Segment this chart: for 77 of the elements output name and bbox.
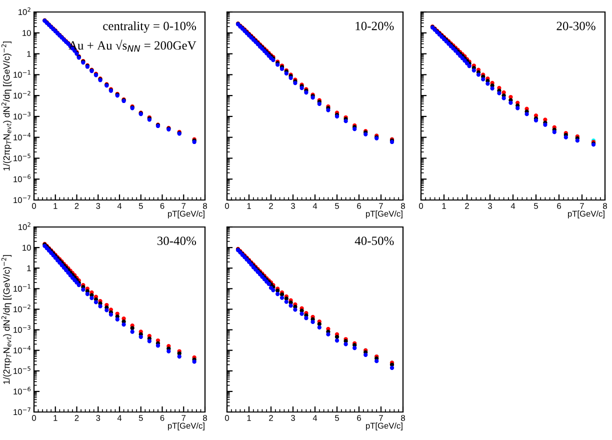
x-axis-title: pT[GeV/c]	[168, 422, 204, 430]
y-tick-label: 10$^{−3}$	[14, 325, 30, 333]
text: 1/(2πp$_{T}$N$_{evt}$) dN$^{2}$/dη [(GeV/c)$^{−2}$]	[1, 255, 12, 384]
x-tick-label: 8	[401, 415, 405, 421]
x-tick-label: 3	[488, 203, 492, 209]
x-tick-label: 6	[160, 415, 164, 421]
y-tick-label: 10$^{2}$	[18, 222, 30, 230]
x-axis-title: pT[GeV/c]	[366, 422, 402, 430]
x-tick-label: 0	[419, 203, 423, 209]
x-tick-label: 4	[117, 203, 122, 209]
annotation: 30-40%	[157, 236, 196, 246]
y-tick-label: 10$^{−4}$	[14, 132, 31, 140]
y-tick-label: 10$^{−2}$	[14, 304, 30, 312]
y-tick-label: 10	[22, 30, 31, 36]
y-tick-label: 10$^{−7}$	[14, 408, 30, 416]
x-tick-label: 4	[117, 415, 122, 421]
x-tick-label: 2	[74, 203, 79, 209]
x-tick-label: 0	[32, 415, 36, 421]
x-tick-label: 7	[379, 415, 383, 421]
x-tick-label: 5	[335, 415, 339, 421]
x-tick-label: 2	[465, 203, 469, 209]
x-tick-label: 8	[603, 203, 607, 209]
x-tick-label: 4	[312, 415, 318, 421]
x-tick-label: 6	[357, 415, 361, 421]
y-tick-label: 10$^{−1}$	[14, 70, 30, 78]
x-tick-label: 6	[357, 203, 361, 209]
y-tick-label: 10$^{−5}$	[14, 366, 30, 374]
x-tick-label: 0	[225, 415, 229, 421]
y-tick-label: 10$^{−1}$	[14, 284, 30, 292]
x-tick-label: 8	[203, 203, 207, 209]
x-tick-label: 8	[401, 203, 405, 209]
x-tick-label: 6	[160, 203, 164, 209]
x-tick-label: 1	[54, 415, 58, 421]
x-tick-label: 1	[247, 415, 251, 421]
y-tick-label: 10$^{−2}$	[14, 90, 30, 99]
annotation: 10-20%	[356, 22, 394, 30]
x-tick-label: 5	[335, 203, 339, 209]
x-tick-label: 3	[96, 415, 100, 421]
x-tick-label: 2	[269, 415, 273, 421]
x-axis-title: pT[GeV/c]	[168, 210, 204, 218]
x-tick-label: 3	[291, 203, 295, 209]
x-tick-label: 0	[32, 203, 36, 209]
x-tick-label: 5	[534, 203, 538, 209]
annotation: 20-30%	[556, 22, 596, 30]
x-tick-label: 5	[138, 203, 143, 209]
x-tick-label: 7	[182, 415, 186, 421]
x-tick-label: 7	[182, 203, 186, 209]
x-tick-label: 2	[74, 415, 79, 421]
y-tick-label: 10	[22, 244, 31, 251]
x-axis-title: pT[GeV/c]	[568, 210, 604, 218]
annotation: centrality = 0-10%	[103, 21, 196, 33]
y-tick-label: 10$^{−4}$	[14, 346, 31, 354]
x-tick-label: 2	[269, 203, 273, 209]
x-tick-label: 1	[54, 203, 58, 209]
x-tick-label: 0	[225, 203, 229, 209]
x-tick-label: 7	[580, 203, 584, 209]
y-tick-label: 10$^{−6}$	[14, 386, 31, 394]
annotation: 40-50%	[354, 236, 394, 246]
y-tick-label: 1	[27, 265, 31, 272]
y-tick-label: 10$^{−3}$	[14, 112, 30, 120]
text: 1/(2πp$_{T}$N$_{evt}$) dN$^{2}$/dη [(GeV/c)$^{−2}$]	[1, 42, 12, 170]
x-tick-label: 8	[203, 415, 207, 421]
x-tick-label: 4	[510, 203, 516, 209]
y-tick-label: 10$^{2}$	[18, 7, 30, 16]
x-tick-label: 5	[138, 415, 143, 421]
y-tick-label: 10$^{−5}$	[14, 154, 30, 162]
x-tick-label: 3	[96, 203, 100, 209]
y-tick-label: 10$^{−7}$	[14, 196, 30, 204]
x-tick-label: 1	[442, 203, 446, 209]
y-tick-label: 10$^{−6}$	[14, 174, 31, 182]
x-tick-label: 7	[379, 203, 383, 209]
x-axis-title: pT[GeV/c]	[366, 210, 402, 218]
x-tick-label: 3	[291, 415, 295, 421]
x-tick-label: 1	[247, 203, 251, 209]
x-tick-label: 4	[312, 203, 318, 209]
y-tick-label: 1	[27, 51, 31, 57]
x-tick-label: 6	[557, 203, 561, 209]
